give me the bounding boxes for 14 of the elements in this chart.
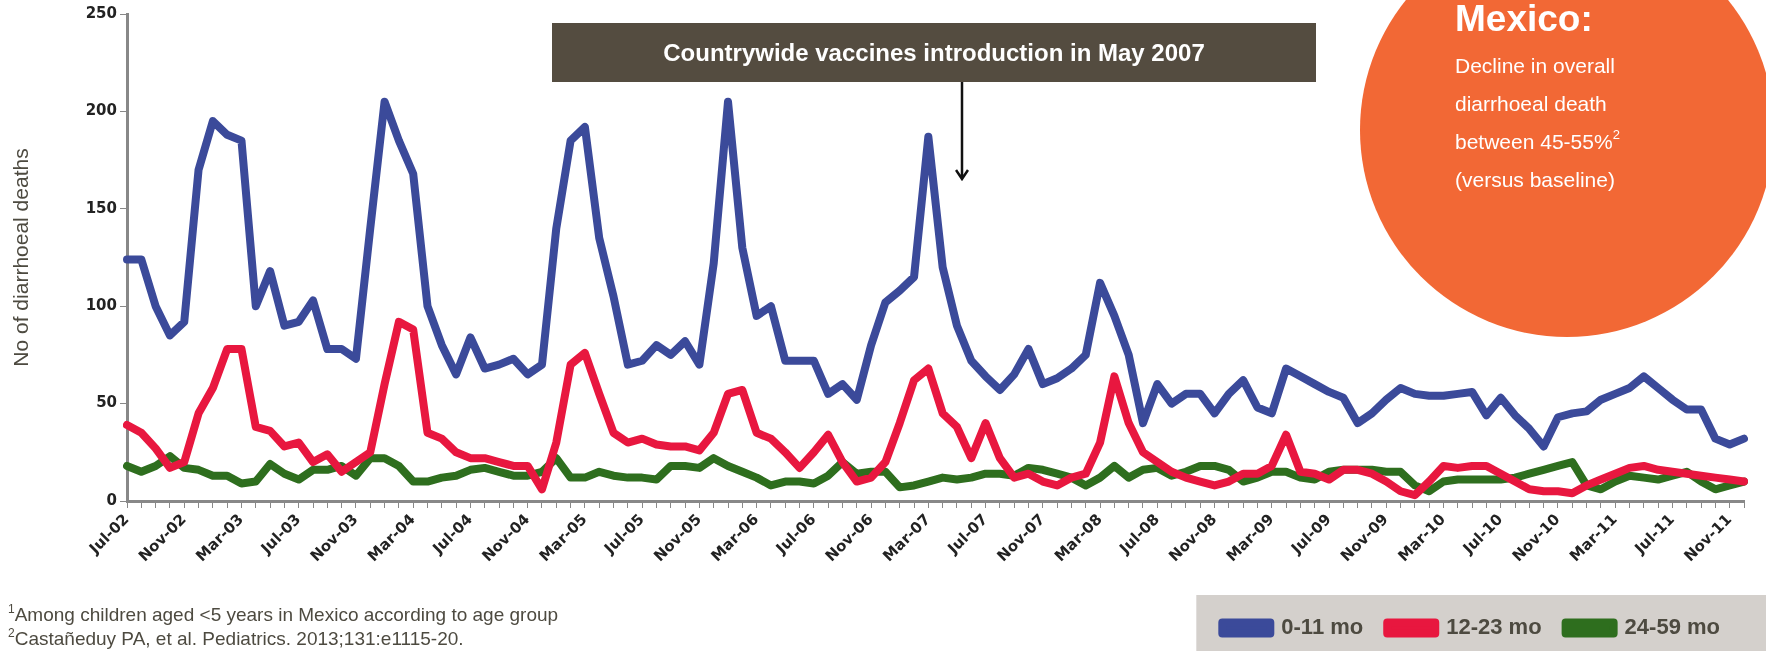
annotation: Mexico:: [1455, 0, 1593, 40]
legend-label: 24-59 mo: [1624, 614, 1721, 640]
text: $^{1}$Among children aged <5 years in Mexico according to age group: [8, 602, 559, 626]
y-axis-title: No of diarrhoeal deaths: [9, 148, 33, 367]
y-tick-label: 0: [106, 490, 117, 509]
y-tick-label: 250: [85, 3, 117, 22]
legend-label: 12-23 mo: [1446, 614, 1542, 640]
text: Decline in overall diarrhoeal death between 45-55%$^{2}$ (versus baseline): [1455, 54, 1620, 191]
y-tick-label: 50: [96, 393, 117, 412]
legend-label: 0-11 mo: [1281, 614, 1364, 640]
y-tick-label: 100: [85, 296, 117, 315]
y-tick-label: 150: [85, 198, 117, 217]
text: $^{2}$Castañeduy PA, et al. Pediatrics. 2013;131:e1115-20.: [8, 626, 464, 650]
y-tick-label: 200: [85, 101, 117, 120]
